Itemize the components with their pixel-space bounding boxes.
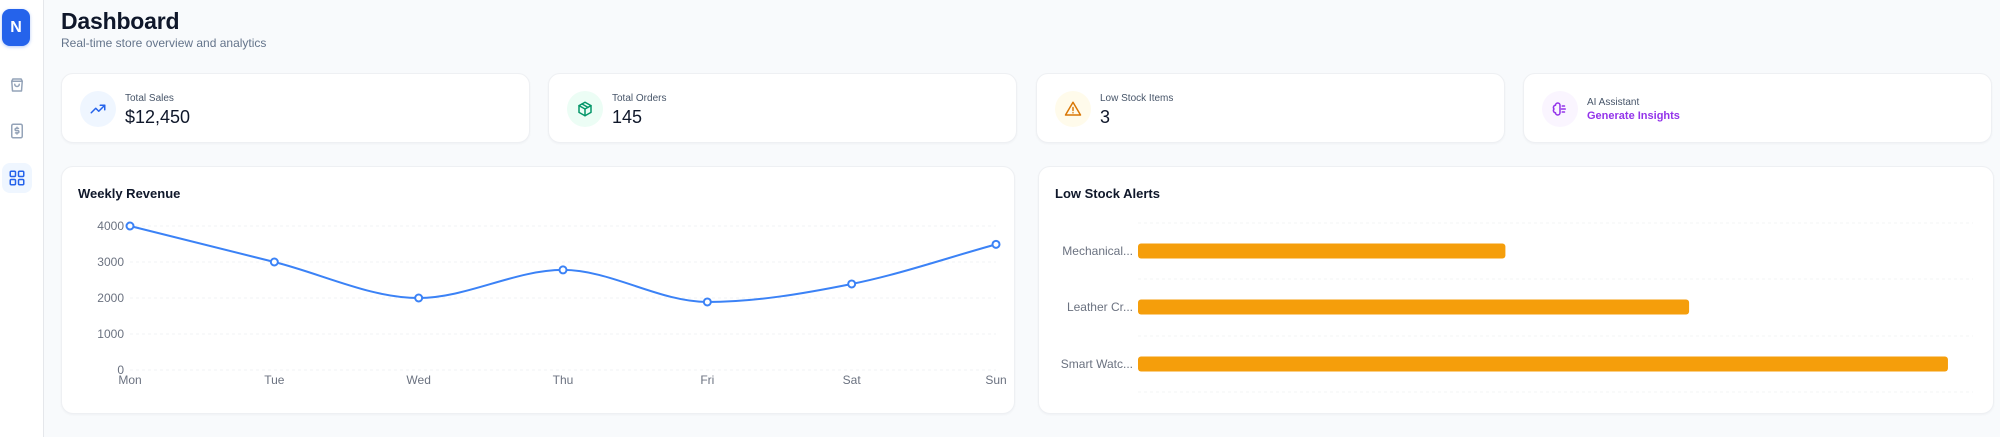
low-stock-chart: Mechanical... Leather Cr... Smart Watc... bbox=[1061, 222, 1973, 393]
y-tick-label: 4000 bbox=[97, 219, 124, 233]
y-category-label: Leather Cr... bbox=[1067, 300, 1133, 314]
y-tick-label: 2000 bbox=[97, 291, 124, 305]
page-subtitle: Real-time store overview and analytics bbox=[61, 36, 267, 50]
sidebar: N bbox=[0, 0, 44, 437]
data-point[interactable] bbox=[702, 297, 712, 307]
generate-insights-link[interactable]: Generate Insights bbox=[1587, 110, 1680, 122]
chart-title: Low Stock Alerts bbox=[1055, 186, 1160, 201]
y-category-label: Mechanical... bbox=[1062, 244, 1133, 258]
stat-value: $12,450 bbox=[125, 107, 191, 127]
x-tick-label: Sat bbox=[843, 373, 862, 387]
stat-label: Total Orders bbox=[612, 93, 667, 104]
stock-bar[interactable] bbox=[1138, 243, 1506, 259]
app-logo[interactable]: N bbox=[2, 9, 30, 46]
page-title: Dashboard bbox=[61, 8, 180, 34]
data-point[interactable] bbox=[991, 239, 1001, 249]
weekly-revenue-card: Weekly Revenue 0 1000 2000 3000 4000 Mon Tue We… bbox=[61, 166, 1015, 414]
x-tick-label: Tue bbox=[264, 373, 285, 387]
sidebar-item-billing[interactable] bbox=[2, 116, 32, 146]
x-tick-label: Thu bbox=[553, 373, 574, 387]
stock-bar[interactable] bbox=[1138, 356, 1948, 372]
dollar-receipt-icon bbox=[11, 123, 23, 139]
stat-card-low-stock: Low Stock Items 3 bbox=[1036, 73, 1505, 143]
revenue-series-line bbox=[129, 225, 997, 303]
x-tick-label: Sun bbox=[985, 373, 1006, 387]
x-tick-label: Wed bbox=[406, 373, 430, 387]
y-tick-label: 0 bbox=[117, 363, 124, 377]
warning-icon bbox=[1055, 91, 1091, 127]
stat-card-total-sales: Total Sales $12,450 bbox=[61, 73, 530, 143]
weekly-revenue-chart: 0 1000 2000 3000 4000 Mon Tue Wed Thu Fri Sat Sun bbox=[97, 219, 1006, 387]
data-point[interactable] bbox=[558, 265, 568, 275]
y-category-label: Smart Watc... bbox=[1061, 357, 1133, 371]
stock-bar[interactable] bbox=[1138, 299, 1690, 315]
stat-card-ai-assistant[interactable]: AI Assistant Generate Insights bbox=[1523, 73, 1992, 143]
package-icon bbox=[567, 91, 603, 127]
stat-card-total-orders: Total Orders 145 bbox=[548, 73, 1017, 143]
chart-title: Weekly Revenue bbox=[78, 186, 181, 201]
data-point[interactable] bbox=[125, 221, 135, 231]
stat-label: AI Assistant bbox=[1587, 97, 1640, 108]
brain-icon bbox=[1542, 91, 1578, 127]
stat-value: 3 bbox=[1100, 107, 1111, 127]
y-tick-label: 1000 bbox=[97, 327, 124, 341]
data-point[interactable] bbox=[269, 257, 279, 267]
x-tick-label: Fri bbox=[700, 373, 714, 387]
sidebar-item-dashboard[interactable] bbox=[2, 163, 32, 193]
stat-value: 145 bbox=[612, 107, 643, 127]
sidebar-item-orders[interactable] bbox=[2, 70, 32, 100]
grid-icon bbox=[9, 170, 25, 186]
trending-up-icon bbox=[80, 91, 116, 127]
x-tick-label: Mon bbox=[118, 373, 141, 387]
data-point[interactable] bbox=[847, 279, 857, 289]
y-tick-label: 3000 bbox=[97, 255, 124, 269]
data-point[interactable] bbox=[414, 293, 424, 303]
low-stock-alerts-card: Low Stock Alerts Mechanical... Leather Cr… bbox=[1038, 166, 1994, 414]
stat-label: Low Stock Items bbox=[1100, 93, 1174, 104]
shopping-bag-icon bbox=[11, 78, 23, 92]
stat-label: Total Sales bbox=[125, 93, 174, 104]
